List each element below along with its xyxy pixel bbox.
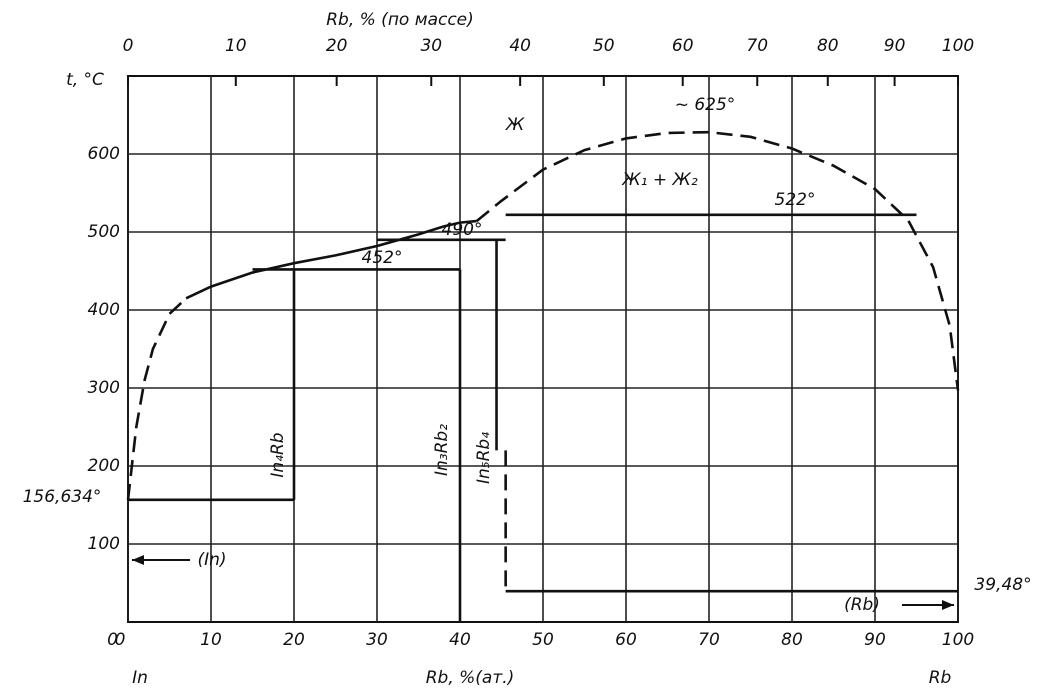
annotation: 156,634° <box>23 487 102 507</box>
x2-axis-label: Rb, % (по массе) <box>326 10 474 30</box>
annotation: 490° <box>442 220 483 240</box>
y-axis-label: t, °C <box>66 70 104 90</box>
arrow-head <box>132 555 144 565</box>
y-tick-label: 100 <box>88 534 120 554</box>
x-tick-label: 20 <box>283 630 305 650</box>
x-tick-label: 30 <box>366 630 388 650</box>
annotation: In <box>132 668 148 688</box>
y-tick-label: 400 <box>88 300 120 320</box>
x2-tick-label: 50 <box>593 36 615 56</box>
phase-label: In₃Rb₂ <box>432 424 452 476</box>
phase-curve <box>475 130 960 391</box>
annotation: ~ 625° <box>675 95 736 115</box>
x2-tick-label: 30 <box>420 36 442 56</box>
x-tick-label: 10 <box>200 630 222 650</box>
x2-tick-label: 100 <box>942 36 974 56</box>
x-tick-label: 0 <box>115 630 126 650</box>
phase-label: In₅Rb₄ <box>474 432 494 484</box>
annotation: Ж <box>505 115 525 135</box>
phase-curve <box>185 219 477 300</box>
arrow-head <box>942 600 954 610</box>
x2-tick-label: 80 <box>817 36 839 56</box>
x-tick-label: 100 <box>942 630 974 650</box>
x-tick-label: 70 <box>698 630 720 650</box>
annotation: 522° <box>775 190 816 210</box>
x2-tick-label: 70 <box>746 36 768 56</box>
x2-tick-label: 20 <box>326 36 348 56</box>
x-axis-label: Rb, %(ат.) <box>426 668 515 688</box>
x2-tick-label: 40 <box>509 36 531 56</box>
x-tick-label: 80 <box>781 630 803 650</box>
x2-tick-label: 10 <box>225 36 247 56</box>
annotation: 39,48° <box>974 575 1031 595</box>
y-tick-label: 600 <box>88 144 120 164</box>
y-tick-label: 0 <box>107 630 118 650</box>
phase-curve <box>126 297 187 500</box>
x2-tick-label: 60 <box>672 36 694 56</box>
annotation: (In) <box>197 550 226 570</box>
x-tick-label: 40 <box>449 630 471 650</box>
x-tick-label: 60 <box>615 630 637 650</box>
x-tick-label: 50 <box>532 630 554 650</box>
annotation: Ж₁ + Ж₂ <box>621 170 697 190</box>
phase-label: In₄Rb <box>268 432 288 477</box>
x-tick-label: 90 <box>864 630 886 650</box>
annotation: (Rb) <box>844 595 880 615</box>
x2-tick-label: 90 <box>884 36 906 56</box>
y-tick-label: 500 <box>88 222 120 242</box>
annotation: Rb <box>929 668 952 688</box>
y-tick-label: 200 <box>88 456 120 476</box>
x2-tick-label: 0 <box>123 36 134 56</box>
y-tick-label: 300 <box>88 378 120 398</box>
annotation: 452° <box>362 248 403 268</box>
